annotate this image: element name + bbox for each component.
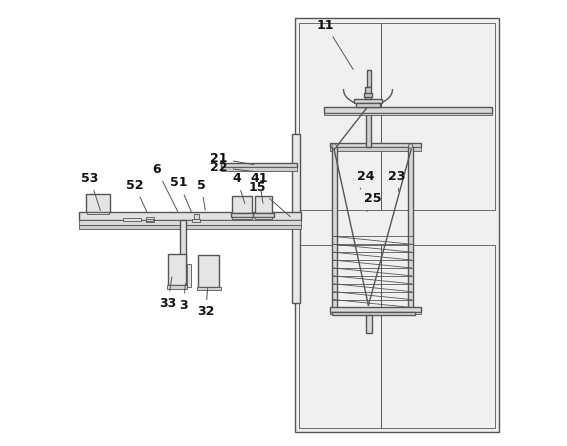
Bar: [124, 218, 141, 221]
Bar: [221, 163, 297, 167]
Bar: [255, 217, 272, 219]
Bar: [87, 212, 109, 214]
Bar: [324, 107, 493, 113]
Bar: [255, 196, 272, 213]
Bar: [187, 264, 191, 287]
Text: 23: 23: [388, 170, 405, 191]
Text: 32: 32: [197, 288, 214, 318]
Bar: [232, 196, 252, 213]
Bar: [79, 220, 301, 225]
Text: 25: 25: [363, 192, 381, 211]
Bar: [86, 194, 110, 212]
Bar: [168, 254, 185, 285]
Bar: [167, 285, 187, 289]
Bar: [332, 148, 337, 312]
Text: 15: 15: [248, 181, 290, 217]
Bar: [366, 107, 371, 148]
Bar: [330, 143, 421, 148]
Text: 21: 21: [210, 152, 254, 165]
Text: 41: 41: [250, 172, 268, 203]
Bar: [382, 23, 494, 210]
Bar: [408, 148, 413, 312]
Bar: [330, 148, 421, 151]
Bar: [146, 217, 154, 222]
Bar: [332, 312, 414, 315]
Bar: [299, 245, 382, 428]
Bar: [299, 23, 382, 210]
Bar: [79, 225, 301, 229]
Bar: [324, 113, 493, 116]
Text: 51: 51: [170, 177, 191, 211]
Text: 11: 11: [317, 19, 353, 70]
Bar: [367, 70, 371, 87]
Text: 33: 33: [159, 277, 176, 310]
Bar: [221, 167, 297, 171]
Bar: [180, 220, 185, 264]
Circle shape: [408, 144, 413, 149]
Bar: [293, 134, 301, 303]
Text: 5: 5: [197, 179, 206, 210]
Bar: [232, 217, 252, 219]
Text: 6: 6: [153, 163, 178, 211]
Text: 52: 52: [126, 179, 147, 211]
Bar: [365, 87, 371, 99]
Bar: [295, 18, 499, 432]
Bar: [382, 245, 494, 428]
Text: 24: 24: [357, 170, 374, 189]
Bar: [231, 213, 253, 217]
Circle shape: [332, 144, 336, 149]
Bar: [330, 307, 421, 312]
Text: 3: 3: [179, 284, 188, 312]
Bar: [198, 256, 219, 287]
Bar: [197, 287, 221, 290]
Bar: [356, 103, 380, 107]
Bar: [354, 99, 382, 103]
Bar: [365, 93, 371, 97]
Bar: [366, 315, 371, 333]
Bar: [253, 213, 274, 217]
Bar: [79, 212, 301, 220]
Bar: [194, 214, 199, 219]
Text: 4: 4: [232, 172, 245, 203]
Bar: [330, 312, 421, 314]
Bar: [192, 219, 200, 222]
Bar: [146, 219, 153, 221]
Text: 22: 22: [210, 161, 254, 174]
Text: 53: 53: [82, 172, 100, 211]
